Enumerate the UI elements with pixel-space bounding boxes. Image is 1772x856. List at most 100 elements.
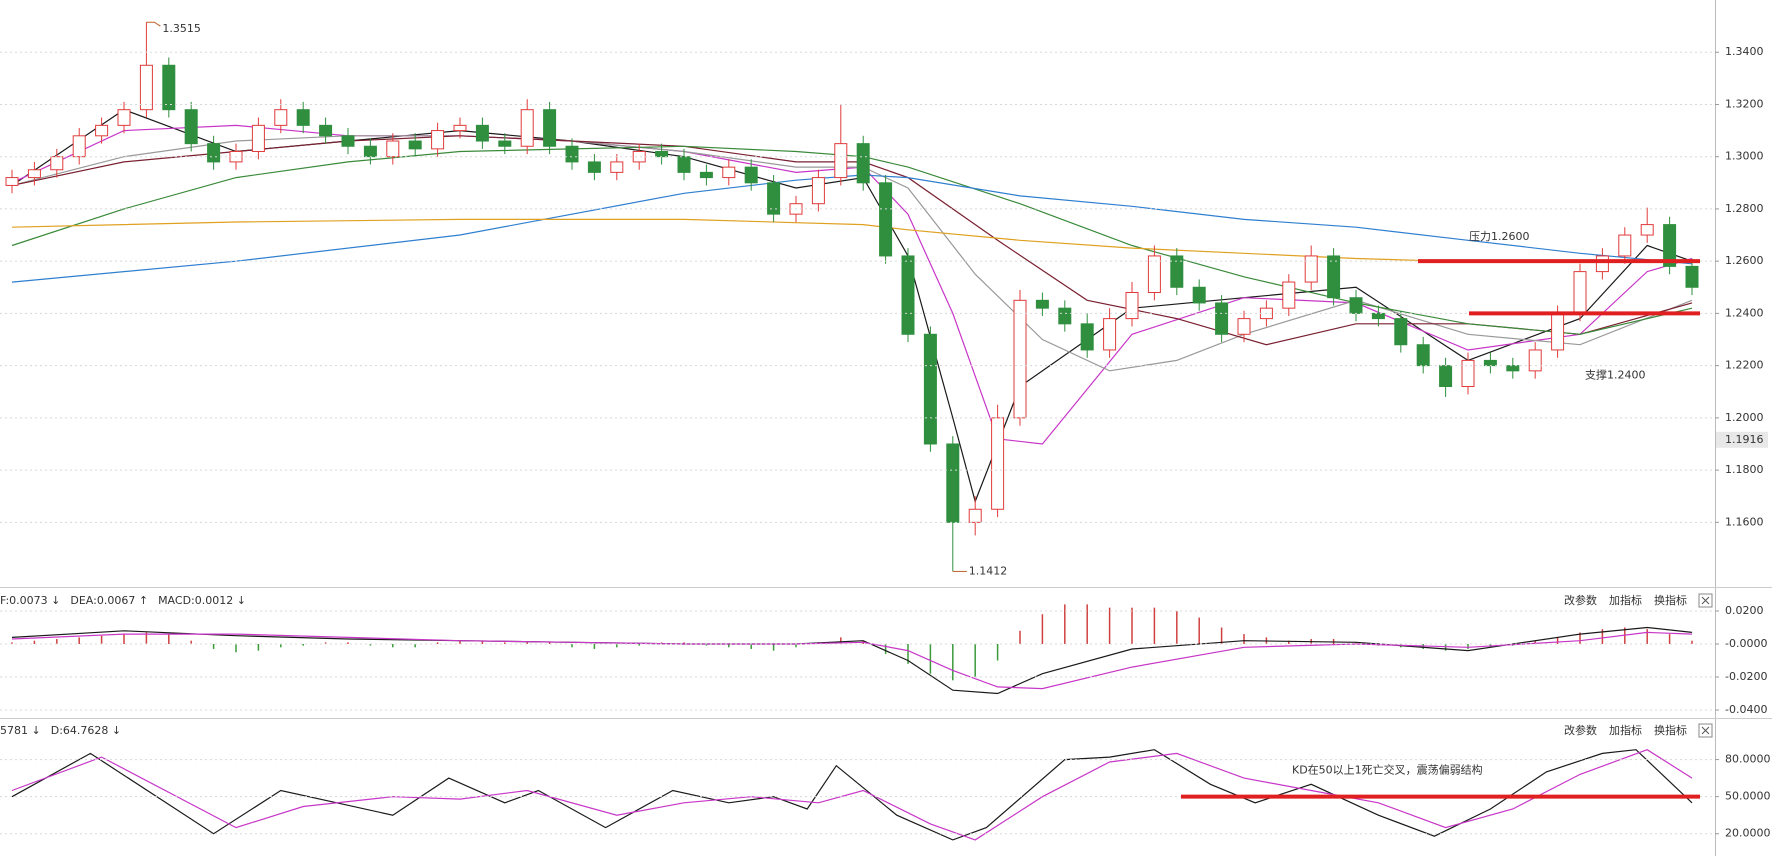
y-tick-label: 50.0000 <box>1725 790 1771 803</box>
candle-body <box>1058 307 1072 325</box>
candle-body <box>1439 365 1453 388</box>
candle-body <box>543 109 557 147</box>
candle-body <box>408 140 422 150</box>
candle-body <box>1506 365 1520 372</box>
indicator-button[interactable]: 加指标 <box>1609 593 1642 607</box>
candle-body <box>699 171 713 179</box>
indicator-legend: 5781 ↓ <box>0 724 41 737</box>
candle-body <box>386 140 400 158</box>
candle-body <box>475 124 489 142</box>
candle-body <box>1013 299 1027 419</box>
candle-body <box>767 182 781 215</box>
candle-body <box>856 143 870 184</box>
candle-body <box>363 145 377 158</box>
close-icon <box>1701 596 1710 605</box>
y-tick-label: 1.1600 <box>1725 515 1764 528</box>
candle-body <box>498 140 512 147</box>
candle-body <box>1103 318 1117 351</box>
y-tick-label: 1.2800 <box>1725 202 1764 215</box>
indicator-button[interactable]: 换指标 <box>1654 593 1687 607</box>
low-annotation: 1.1412 <box>969 564 1008 577</box>
indicator-button[interactable]: 加指标 <box>1609 723 1642 737</box>
indicator-line <box>11 218 1446 262</box>
candle-body <box>50 156 64 171</box>
y-tick-label: 1.2000 <box>1725 411 1764 424</box>
candle-body <box>5 177 19 186</box>
candle-body <box>744 166 758 184</box>
candle-body <box>1551 312 1565 351</box>
candle-body <box>655 150 669 158</box>
level-label: KD在50以上1死亡交叉，震荡偏弱结构 <box>1292 763 1483 777</box>
candle-body <box>1237 318 1251 335</box>
annotation-pointer <box>146 21 161 27</box>
candle-body <box>1304 255 1318 283</box>
candle-body <box>117 109 131 126</box>
candle-body <box>319 124 333 137</box>
candle-body <box>968 508 982 523</box>
candle-body <box>1192 286 1206 304</box>
high-annotation: 1.3515 <box>162 22 201 35</box>
candle-body <box>610 161 624 173</box>
candle-body <box>162 64 176 111</box>
candle-body <box>1618 234 1632 257</box>
candle-body <box>274 109 288 126</box>
indicator-line <box>11 631 1693 690</box>
candle-body <box>341 135 355 147</box>
candle-body <box>1573 271 1587 314</box>
panel <box>11 604 1693 695</box>
candle-body <box>1394 318 1408 346</box>
candle-body <box>1371 312 1385 320</box>
indicator-line <box>11 749 1693 841</box>
candle-body <box>1125 292 1139 320</box>
candle-body <box>431 130 445 150</box>
indicator-button[interactable]: 改参数 <box>1564 593 1597 607</box>
indicator-legend: D:64.7628 ↓ <box>51 724 121 737</box>
y-tick-label: 1.2400 <box>1725 306 1764 319</box>
candle-body <box>1282 281 1296 309</box>
candle-body <box>1170 255 1184 288</box>
candle-body <box>923 333 937 445</box>
level-label: 支撑1.2400 <box>1585 367 1646 381</box>
indicator-button[interactable]: 换指标 <box>1654 723 1687 737</box>
y-tick-label: 0.0200 <box>1725 604 1764 617</box>
panel <box>11 749 1693 841</box>
indicator-line <box>11 135 1693 346</box>
candle-body <box>1349 297 1363 314</box>
close-button[interactable] <box>1698 593 1713 608</box>
indicator-button[interactable]: 改参数 <box>1564 723 1597 737</box>
candle-body <box>1035 299 1049 309</box>
indicator-line <box>11 626 1693 695</box>
y-tick-label: 1.3000 <box>1725 150 1764 163</box>
candle-body <box>1483 359 1497 367</box>
candle-body <box>722 166 736 179</box>
candle-body <box>1147 255 1161 293</box>
y-tick-label: 1.1800 <box>1725 463 1764 476</box>
candle-body <box>453 124 467 132</box>
candle-body <box>251 124 265 152</box>
candle-body <box>587 161 601 173</box>
candle-body <box>677 156 691 173</box>
candle-body <box>1461 359 1475 388</box>
candle-body <box>95 124 109 137</box>
candle-body <box>139 64 153 111</box>
y-tick-label: -0.0200 <box>1725 670 1767 683</box>
indicator-line <box>11 749 1693 841</box>
close-icon <box>1701 726 1710 735</box>
last-price-box <box>1716 431 1768 448</box>
candle-body <box>1528 349 1542 372</box>
candle-body <box>1215 302 1229 335</box>
candle-body <box>207 143 221 163</box>
last-price-label: 1.1916 <box>1725 433 1764 446</box>
candle-body <box>1663 224 1677 267</box>
candle-body <box>27 169 41 179</box>
candle-body <box>1640 224 1654 236</box>
candle-body <box>901 255 915 335</box>
close-button[interactable] <box>1698 723 1713 738</box>
candle-body <box>946 443 960 523</box>
candle-body <box>834 143 848 179</box>
candle-body <box>1416 344 1430 367</box>
y-tick-label: 80.0000 <box>1725 753 1771 766</box>
candle-body <box>184 109 198 145</box>
indicator-legend: DEA:0.0067 ↑ <box>70 594 148 607</box>
